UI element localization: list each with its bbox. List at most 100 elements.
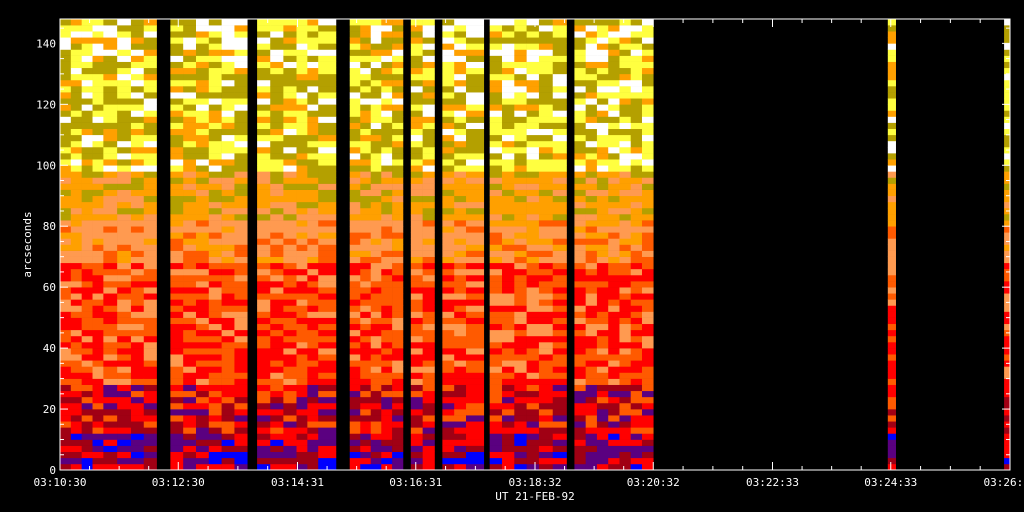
heatmap-cell: [70, 110, 82, 117]
heatmap-cell: [60, 342, 72, 349]
heatmap-cell: [630, 439, 643, 446]
heatmap-cell: [70, 378, 82, 385]
heatmap-cell: [208, 226, 222, 233]
heatmap-cell: [585, 165, 598, 172]
heatmap-cell: [1004, 67, 1011, 75]
heatmap-cell: [117, 238, 132, 245]
heatmap-cell: [501, 439, 515, 446]
heatmap-cell: [381, 116, 393, 123]
heatmap-cell: [552, 445, 567, 453]
heatmap-cell: [489, 189, 503, 197]
heatmap-cell: [489, 98, 503, 105]
y-tick-label: 100: [36, 159, 56, 172]
heatmap-cell: [608, 342, 620, 349]
heatmap-cell: [526, 37, 540, 44]
heatmap-cell: [283, 61, 297, 69]
heatmap-cell: [422, 463, 435, 471]
heatmap-cell: [442, 67, 455, 75]
heatmap-cell: [574, 43, 586, 50]
heatmap-cell: [170, 305, 184, 312]
heatmap-cell: [307, 159, 319, 166]
heatmap-cell: [196, 299, 210, 306]
heatmap-cell: [257, 220, 271, 227]
heatmap-cell: [538, 189, 554, 197]
heatmap-cell: [526, 165, 540, 172]
heatmap-cell: [360, 329, 372, 337]
heatmap-cell: [270, 262, 284, 270]
heatmap-cell: [257, 140, 271, 148]
heatmap-cell: [514, 79, 527, 87]
heatmap-cell: [196, 427, 210, 434]
heatmap-cell: [585, 110, 598, 117]
heatmap-cell: [283, 134, 297, 142]
heatmap-cell: [196, 73, 210, 81]
heatmap-cell: [307, 73, 319, 81]
heatmap-cell: [596, 31, 609, 38]
heatmap-cell: [608, 98, 620, 105]
heatmap-cell: [257, 165, 271, 172]
heatmap-cell: [270, 67, 284, 75]
heatmap-cell: [422, 311, 435, 318]
heatmap-cell: [296, 384, 308, 392]
heatmap-cell: [574, 37, 586, 44]
heatmap-cell: [103, 348, 118, 355]
heatmap-cell: [283, 317, 297, 325]
heatmap-cell: [270, 274, 284, 282]
heatmap-cell: [454, 177, 467, 184]
heatmap-cell: [70, 31, 82, 38]
heatmap-cell: [257, 451, 271, 459]
heatmap-cell: [887, 37, 896, 44]
heatmap-cell: [370, 159, 382, 166]
heatmap-cell: [296, 451, 308, 459]
heatmap-cell: [257, 421, 271, 428]
heatmap-cell: [526, 214, 540, 221]
heatmap-cell: [318, 79, 337, 87]
heatmap-cell: [307, 183, 319, 190]
heatmap-cell: [381, 433, 393, 440]
heatmap-cell: [514, 140, 527, 148]
heatmap-cell: [196, 256, 210, 264]
heatmap-cell: [442, 256, 455, 264]
heatmap-cell: [103, 140, 118, 148]
heatmap-cell: [103, 402, 118, 410]
heatmap-cell: [574, 140, 586, 148]
heatmap-cell: [410, 335, 423, 343]
heatmap-cell: [103, 451, 118, 459]
heatmap-cell: [619, 439, 632, 446]
heatmap-cell: [596, 409, 609, 416]
heatmap-cell: [318, 409, 337, 416]
heatmap-cell: [641, 220, 654, 227]
heatmap-cell: [466, 183, 485, 190]
heatmap-cell: [221, 73, 235, 81]
heatmap-cell: [360, 73, 372, 81]
heatmap-cell: [360, 317, 372, 325]
heatmap-cell: [619, 104, 632, 111]
heatmap-cell: [1004, 439, 1011, 446]
heatmap-cell: [422, 104, 435, 111]
heatmap-cell: [296, 390, 308, 398]
heatmap-cell: [585, 323, 598, 331]
heatmap-cell: [349, 171, 361, 178]
heatmap-cell: [538, 171, 554, 178]
heatmap-cell: [887, 409, 896, 416]
heatmap-cell: [887, 451, 896, 459]
heatmap-cell: [81, 86, 93, 93]
heatmap-cell: [887, 256, 896, 264]
heatmap-cell: [1004, 165, 1011, 172]
heatmap-cell: [526, 384, 540, 392]
heatmap-cell: [442, 165, 455, 172]
heatmap-cell: [585, 55, 598, 62]
heatmap-cell: [538, 37, 554, 44]
heatmap-cell: [208, 55, 222, 62]
heatmap-cell: [641, 201, 654, 209]
heatmap-cell: [489, 37, 503, 44]
heatmap-cell: [70, 153, 82, 160]
heatmap-cell: [183, 214, 197, 221]
heatmap-cell: [117, 171, 132, 178]
x-axis-title: UT 21-FEB-92: [495, 490, 574, 503]
heatmap-cell: [183, 177, 197, 184]
heatmap-cell: [596, 134, 609, 142]
heatmap-cell: [170, 122, 184, 129]
heatmap-cell: [143, 171, 157, 178]
heatmap-cell: [514, 409, 527, 416]
